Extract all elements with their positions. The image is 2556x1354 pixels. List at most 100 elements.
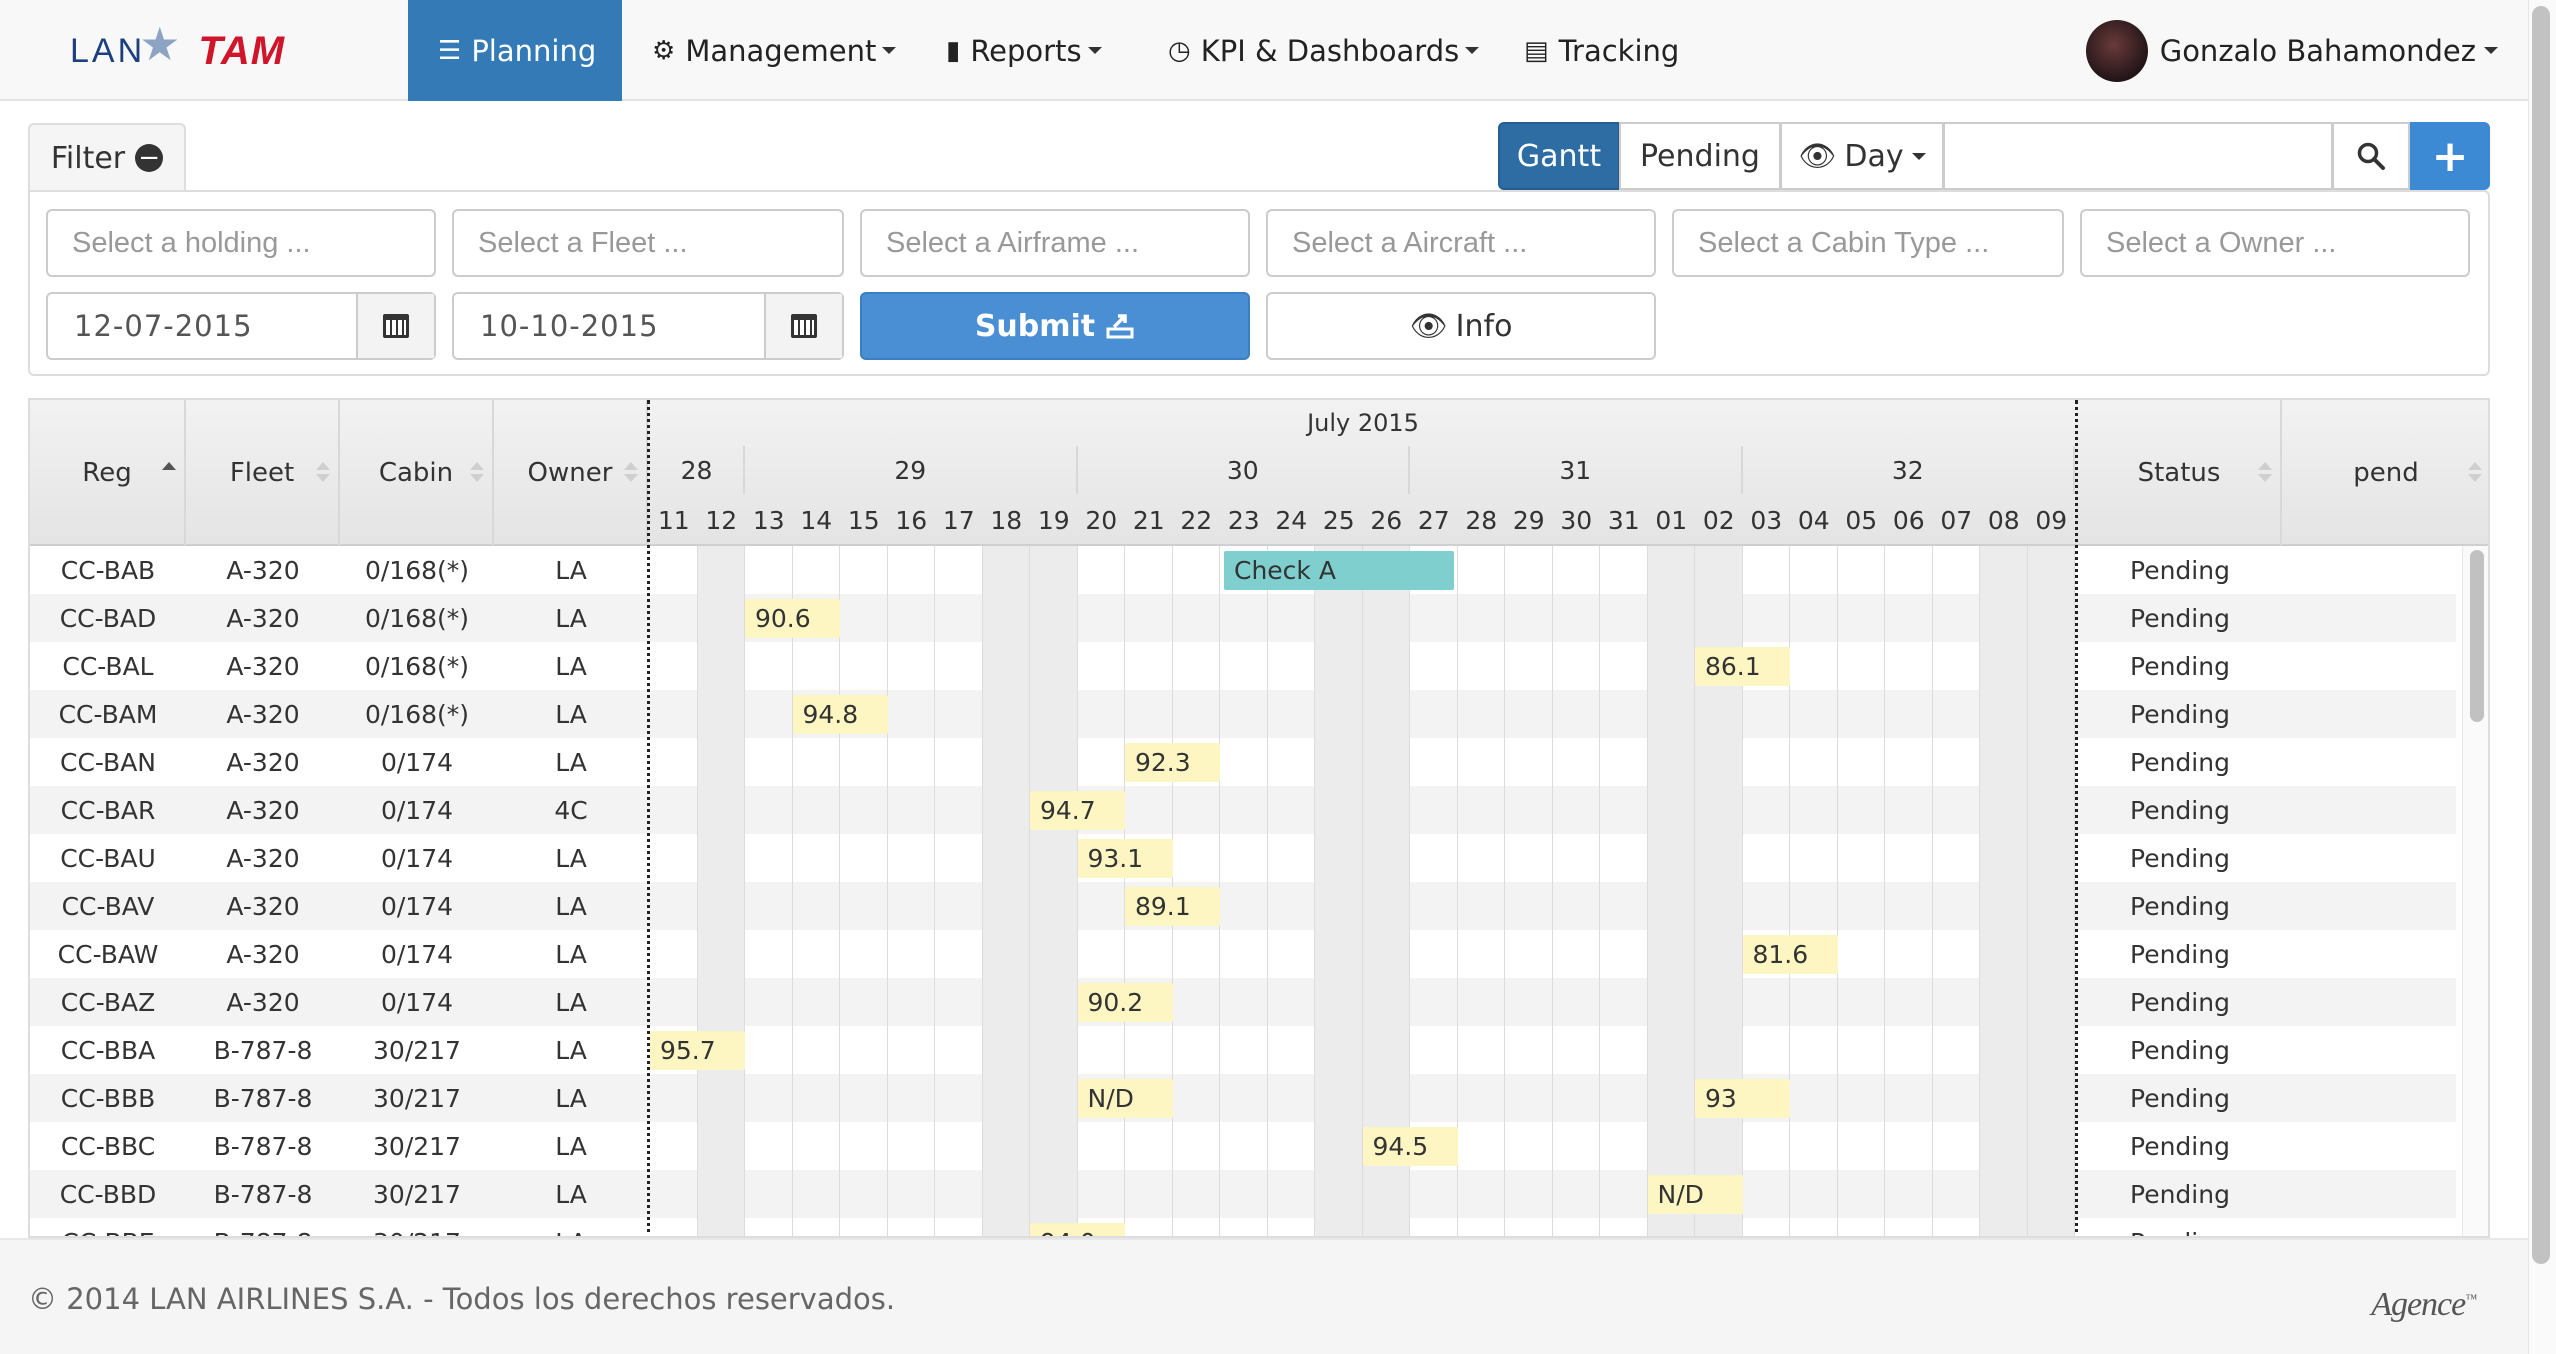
gantt-day-cell[interactable] bbox=[1220, 978, 1268, 1026]
gantt-day-cell[interactable] bbox=[1980, 978, 2028, 1026]
lan-tam-logo[interactable]: LAN ★ TAM bbox=[70, 17, 285, 76]
event-value-bar[interactable]: 94.5 bbox=[1362, 1127, 1458, 1166]
gantt-day-cell[interactable] bbox=[1078, 1122, 1125, 1170]
gantt-day-cell[interactable] bbox=[1268, 930, 1315, 978]
gantt-day-cell[interactable] bbox=[650, 738, 698, 786]
gantt-day-cell[interactable] bbox=[935, 786, 983, 834]
gantt-day-cell[interactable] bbox=[982, 546, 1030, 594]
gantt-day-cell[interactable] bbox=[1362, 1218, 1410, 1236]
gantt-day-cell[interactable] bbox=[1600, 930, 1648, 978]
gantt-day-cell[interactable] bbox=[1933, 1170, 1980, 1218]
gantt-day-cell[interactable] bbox=[1078, 594, 1125, 642]
gantt-day-cell[interactable] bbox=[650, 786, 698, 834]
gantt-day-cell[interactable] bbox=[1553, 594, 1600, 642]
gantt-day-cell[interactable] bbox=[935, 1026, 983, 1074]
gantt-day-cell[interactable] bbox=[1505, 1170, 1553, 1218]
gantt-day-cell[interactable] bbox=[840, 1170, 888, 1218]
gantt-day-cell[interactable] bbox=[1838, 642, 1885, 690]
gantt-day-cell[interactable] bbox=[697, 834, 745, 882]
gantt-day-cell[interactable] bbox=[1505, 1074, 1553, 1122]
gantt-day-cell[interactable] bbox=[1647, 882, 1695, 930]
gantt-day-cell[interactable] bbox=[1125, 1170, 1173, 1218]
gantt-day-cell[interactable] bbox=[1268, 834, 1315, 882]
gantt-day-cell[interactable] bbox=[1933, 978, 1980, 1026]
gantt-day-cell[interactable] bbox=[1790, 642, 1838, 690]
gantt-day-cell[interactable] bbox=[1885, 1170, 1933, 1218]
gantt-day-cell[interactable] bbox=[1885, 1218, 1933, 1236]
col-owner-header[interactable]: Owner bbox=[494, 400, 648, 546]
gantt-day-cell[interactable] bbox=[793, 1074, 840, 1122]
gantt-day-cell[interactable] bbox=[1647, 834, 1695, 882]
gantt-day-cell[interactable] bbox=[1173, 1122, 1220, 1170]
gantt-day-cell[interactable] bbox=[1315, 930, 1363, 978]
gantt-day-cell[interactable] bbox=[1362, 978, 1410, 1026]
table-row[interactable]: CC-BBD B-787-8 30/217 LA Pending N/D bbox=[30, 1170, 2456, 1218]
gantt-day-cell[interactable] bbox=[650, 546, 698, 594]
gantt-day-cell[interactable] bbox=[1268, 1122, 1315, 1170]
gantt-day-cell[interactable] bbox=[2027, 834, 2075, 882]
gantt-day-cell[interactable] bbox=[1695, 882, 1743, 930]
gantt-day-cell[interactable] bbox=[697, 1170, 745, 1218]
nav-planning[interactable]: ☰ Planning bbox=[408, 0, 622, 101]
gantt-day-cell[interactable] bbox=[840, 642, 888, 690]
gantt-day-cell[interactable] bbox=[697, 978, 745, 1026]
gantt-day-cell[interactable] bbox=[1125, 546, 1173, 594]
gantt-day-cell[interactable] bbox=[1695, 786, 1743, 834]
gantt-day-cell[interactable] bbox=[650, 834, 698, 882]
gantt-day-cell[interactable] bbox=[1885, 546, 1933, 594]
gantt-day-cell[interactable] bbox=[1647, 642, 1695, 690]
gantt-day-cell[interactable] bbox=[1315, 690, 1363, 738]
gantt-day-cell[interactable] bbox=[935, 642, 983, 690]
gantt-day-cell[interactable] bbox=[840, 930, 888, 978]
gantt-day-cell[interactable] bbox=[1743, 834, 1790, 882]
gantt-day-cell[interactable] bbox=[1268, 1218, 1315, 1236]
gantt-day-cell[interactable] bbox=[1173, 1170, 1220, 1218]
col-pend-header[interactable]: pend bbox=[2282, 400, 2488, 546]
table-row[interactable]: CC-BAW A-320 0/174 LA Pending 81.6 bbox=[30, 930, 2456, 978]
gantt-day-cell[interactable] bbox=[1790, 834, 1838, 882]
gantt-day-cell[interactable] bbox=[1458, 642, 1505, 690]
gantt-day-cell[interactable] bbox=[1505, 642, 1553, 690]
gantt-day-cell[interactable] bbox=[982, 978, 1030, 1026]
gantt-day-cell[interactable] bbox=[1695, 546, 1743, 594]
gantt-day-cell[interactable] bbox=[1980, 882, 2028, 930]
gantt-day-cell[interactable] bbox=[2027, 594, 2075, 642]
gantt-day-cell[interactable] bbox=[1553, 1218, 1600, 1236]
gantt-day-cell[interactable] bbox=[1220, 786, 1268, 834]
gantt-day-cell[interactable] bbox=[840, 786, 888, 834]
gantt-day-cell[interactable] bbox=[1695, 594, 1743, 642]
aircraft-select[interactable]: Select a Aircraft ... bbox=[1266, 209, 1656, 277]
gantt-day-cell[interactable] bbox=[840, 978, 888, 1026]
gantt-day-cell[interactable] bbox=[1125, 786, 1173, 834]
table-row[interactable]: CC-BBA B-787-8 30/217 LA Pending 95.7 bbox=[30, 1026, 2456, 1074]
gantt-day-cell[interactable] bbox=[1505, 834, 1553, 882]
col-fleet-header[interactable]: Fleet bbox=[186, 400, 340, 546]
gantt-day-cell[interactable] bbox=[982, 1074, 1030, 1122]
gantt-day-cell[interactable] bbox=[697, 546, 745, 594]
gantt-day-cell[interactable] bbox=[1743, 882, 1790, 930]
gantt-day-cell[interactable] bbox=[1315, 642, 1363, 690]
filter-toggle[interactable]: Filter − bbox=[28, 123, 186, 191]
gantt-day-cell[interactable] bbox=[1458, 834, 1505, 882]
gantt-day-cell[interactable] bbox=[1743, 1122, 1790, 1170]
gantt-day-cell[interactable] bbox=[1838, 978, 1885, 1026]
gantt-day-cell[interactable] bbox=[1362, 834, 1410, 882]
gantt-day-cell[interactable] bbox=[1315, 834, 1363, 882]
gantt-day-cell[interactable] bbox=[1885, 1074, 1933, 1122]
gantt-day-cell[interactable] bbox=[793, 786, 840, 834]
gantt-day-cell[interactable] bbox=[1600, 1218, 1648, 1236]
gantt-day-cell[interactable] bbox=[1695, 1026, 1743, 1074]
gantt-day-cell[interactable] bbox=[1268, 786, 1315, 834]
gantt-day-cell[interactable] bbox=[1647, 1074, 1695, 1122]
gantt-day-cell[interactable] bbox=[1838, 786, 1885, 834]
gantt-day-cell[interactable] bbox=[1647, 1218, 1695, 1236]
gantt-day-cell[interactable] bbox=[840, 1074, 888, 1122]
gantt-day-cell[interactable] bbox=[2027, 642, 2075, 690]
gantt-day-cell[interactable] bbox=[697, 594, 745, 642]
gantt-day-cell[interactable] bbox=[888, 882, 935, 930]
gantt-day-cell[interactable] bbox=[1600, 786, 1648, 834]
gantt-day-cell[interactable] bbox=[745, 1074, 793, 1122]
gantt-day-cell[interactable] bbox=[1268, 1026, 1315, 1074]
gantt-day-cell[interactable] bbox=[888, 1170, 935, 1218]
gantt-day-cell[interactable] bbox=[1030, 738, 1078, 786]
